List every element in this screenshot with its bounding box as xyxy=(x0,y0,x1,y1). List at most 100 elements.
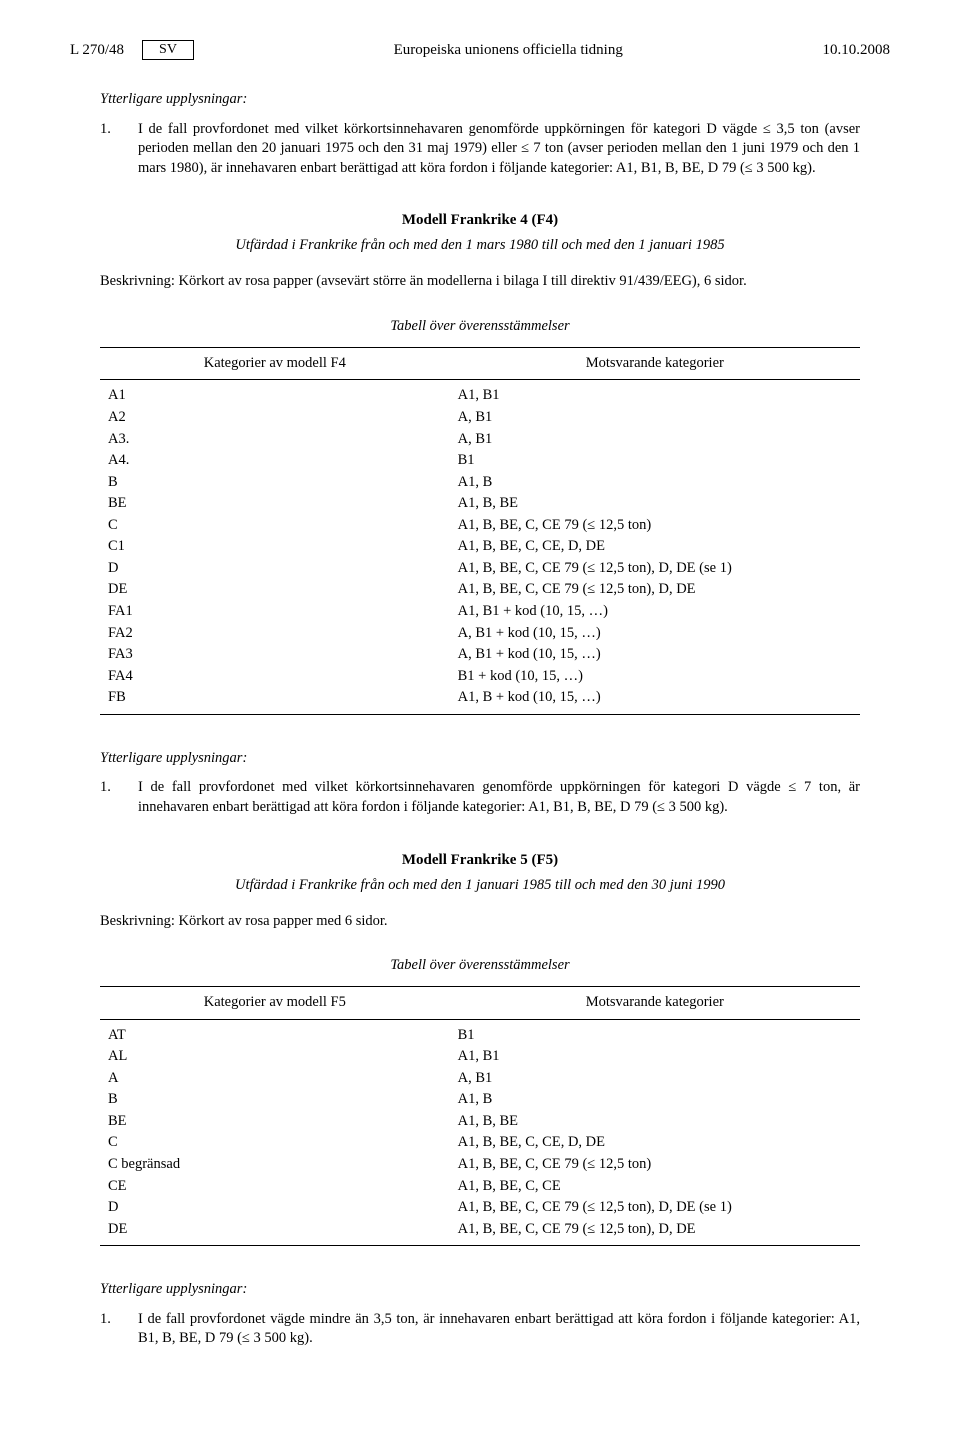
cell-equivalent: A, B1 + kod (10, 15, …) xyxy=(450,644,860,666)
cell-equivalent: A1, B1 xyxy=(450,380,860,407)
table-row: BEA1, B, BE xyxy=(100,493,860,515)
model-f4-issued: Utfärdad i Frankrike från och med den 1 … xyxy=(70,237,890,254)
cell-equivalent: A1, B + kod (10, 15, …) xyxy=(450,687,860,714)
cell-equivalent: A1, B, BE, C, CE 79 (≤ 12,5 ton), D, DE … xyxy=(450,558,860,580)
numbered-item: 1. I de fall provfordonet med vilket kör… xyxy=(100,120,860,179)
cell-category: BE xyxy=(100,493,450,515)
table-caption-f4: Tabell över överensstämmelser xyxy=(70,318,890,335)
cell-category: D xyxy=(100,558,450,580)
table-row: AA, B1 xyxy=(100,1068,860,1090)
table-row: DEA1, B, BE, C, CE 79 (≤ 12,5 ton), D, D… xyxy=(100,579,860,601)
table-row: FA1A1, B1 + kod (10, 15, …) xyxy=(100,601,860,623)
cell-category: C xyxy=(100,515,450,537)
cell-category: FB xyxy=(100,687,450,714)
table-row: DEA1, B, BE, C, CE 79 (≤ 12,5 ton), D, D… xyxy=(100,1219,860,1246)
cell-category: AL xyxy=(100,1046,450,1068)
cell-category: A4. xyxy=(100,450,450,472)
cell-equivalent: A1, B, BE, C, CE 79 (≤ 12,5 ton) xyxy=(450,515,860,537)
cell-category: CE xyxy=(100,1176,450,1198)
cell-equivalent: A, B1 xyxy=(450,407,860,429)
header-date: 10.10.2008 xyxy=(823,42,891,59)
additional-info-2: Ytterligare upplysningar: 1. I de fall p… xyxy=(100,749,860,818)
cell-category: D xyxy=(100,1197,450,1219)
cell-equivalent: A1, B1 xyxy=(450,1046,860,1068)
model-f5-issued: Utfärdad i Frankrike från och med den 1 … xyxy=(70,877,890,894)
table-row: CEA1, B, BE, C, CE xyxy=(100,1176,860,1198)
table-f4-wrap: Kategorier av modell F4 Motsvarande kate… xyxy=(100,347,860,715)
cell-equivalent: A1, B1 + kod (10, 15, …) xyxy=(450,601,860,623)
cell-category: A3. xyxy=(100,429,450,451)
page-header: L 270/48 SV Europeiska unionens officiel… xyxy=(70,40,890,60)
table-row: CA1, B, BE, C, CE, D, DE xyxy=(100,1132,860,1154)
cell-equivalent: A1, B, BE, C, CE 79 (≤ 12,5 ton), D, DE xyxy=(450,579,860,601)
table-row: BA1, B xyxy=(100,1089,860,1111)
table-row: CA1, B, BE, C, CE 79 (≤ 12,5 ton) xyxy=(100,515,860,537)
item-number: 1. xyxy=(100,778,120,817)
cell-category: A2 xyxy=(100,407,450,429)
table-row: FA3A, B1 + kod (10, 15, …) xyxy=(100,644,860,666)
additional-info-1: Ytterligare upplysningar: 1. I de fall p… xyxy=(100,90,860,178)
cell-equivalent: A1, B, BE, C, CE 79 (≤ 12,5 ton), D, DE xyxy=(450,1219,860,1246)
cell-equivalent: A1, B xyxy=(450,472,860,494)
table-row: FA2A, B1 + kod (10, 15, …) xyxy=(100,623,860,645)
page: L 270/48 SV Europeiska unionens officiel… xyxy=(0,0,960,1399)
model-f4-title: Modell Frankrike 4 (F4) xyxy=(70,212,890,229)
cell-category: B xyxy=(100,472,450,494)
cell-equivalent: B1 xyxy=(450,1019,860,1046)
additional-info-heading: Ytterligare upplysningar: xyxy=(100,90,860,110)
cell-equivalent: A1, B, BE xyxy=(450,1111,860,1133)
cell-category: C xyxy=(100,1132,450,1154)
table-row: DA1, B, BE, C, CE 79 (≤ 12,5 ton), D, DE… xyxy=(100,558,860,580)
table-f5-head-right: Motsvarande kategorier xyxy=(450,987,860,1020)
table-row: A1A1, B1 xyxy=(100,380,860,407)
cell-equivalent: A1, B, BE, C, CE 79 (≤ 12,5 ton), D, DE … xyxy=(450,1197,860,1219)
item-text: I de fall provfordonet med vilket körkor… xyxy=(138,778,860,817)
table-row: C begränsadA1, B, BE, C, CE 79 (≤ 12,5 t… xyxy=(100,1154,860,1176)
item-text: I de fall provfordonet vägde mindre än 3… xyxy=(138,1310,860,1349)
cell-category: DE xyxy=(100,579,450,601)
cell-equivalent: B1 + kod (10, 15, …) xyxy=(450,666,860,688)
cell-category: BE xyxy=(100,1111,450,1133)
cell-category: FA2 xyxy=(100,623,450,645)
table-f5: Kategorier av modell F5 Motsvarande kate… xyxy=(100,986,860,1246)
cell-category: A xyxy=(100,1068,450,1090)
table-row: A2A, B1 xyxy=(100,407,860,429)
table-row: BA1, B xyxy=(100,472,860,494)
lang-box: SV xyxy=(142,40,194,60)
additional-info-heading: Ytterligare upplysningar: xyxy=(100,1280,860,1300)
table-f5-wrap: Kategorier av modell F5 Motsvarande kate… xyxy=(100,986,860,1246)
cell-category: AT xyxy=(100,1019,450,1046)
table-row: ALA1, B1 xyxy=(100,1046,860,1068)
table-f4-head-right: Motsvarande kategorier xyxy=(450,347,860,380)
cell-equivalent: A1, B, BE, C, CE 79 (≤ 12,5 ton) xyxy=(450,1154,860,1176)
model-f5-description: Beskrivning: Körkort av rosa papper med … xyxy=(100,912,860,932)
table-row: FBA1, B + kod (10, 15, …) xyxy=(100,687,860,714)
table-f5-head-left: Kategorier av modell F5 xyxy=(100,987,450,1020)
cell-equivalent: A1, B, BE, C, CE, D, DE xyxy=(450,1132,860,1154)
cell-category: C begränsad xyxy=(100,1154,450,1176)
cell-equivalent: A1, B, BE, C, CE, D, DE xyxy=(450,536,860,558)
table-f4: Kategorier av modell F4 Motsvarande kate… xyxy=(100,347,860,715)
journal-title: Europeiska unionens officiella tidning xyxy=(194,42,823,59)
table-row: FA4B1 + kod (10, 15, …) xyxy=(100,666,860,688)
model-f5-title: Modell Frankrike 5 (F5) xyxy=(70,852,890,869)
cell-category: FA1 xyxy=(100,601,450,623)
table-row: ATB1 xyxy=(100,1019,860,1046)
table-row: BEA1, B, BE xyxy=(100,1111,860,1133)
numbered-item: 1. I de fall provfordonet vägde mindre ä… xyxy=(100,1310,860,1349)
model-f4-description: Beskrivning: Körkort av rosa papper (avs… xyxy=(100,272,860,292)
cell-equivalent: A, B1 + kod (10, 15, …) xyxy=(450,623,860,645)
cell-equivalent: A1, B, BE xyxy=(450,493,860,515)
cell-equivalent: A1, B xyxy=(450,1089,860,1111)
additional-info-3: Ytterligare upplysningar: 1. I de fall p… xyxy=(100,1280,860,1349)
cell-equivalent: A, B1 xyxy=(450,429,860,451)
table-row: DA1, B, BE, C, CE 79 (≤ 12,5 ton), D, DE… xyxy=(100,1197,860,1219)
cell-equivalent: A, B1 xyxy=(450,1068,860,1090)
cell-category: C1 xyxy=(100,536,450,558)
cell-equivalent: B1 xyxy=(450,450,860,472)
additional-info-heading: Ytterligare upplysningar: xyxy=(100,749,860,769)
table-row: A4.B1 xyxy=(100,450,860,472)
table-f4-head-left: Kategorier av modell F4 xyxy=(100,347,450,380)
cell-equivalent: A1, B, BE, C, CE xyxy=(450,1176,860,1198)
numbered-item: 1. I de fall provfordonet med vilket kör… xyxy=(100,778,860,817)
